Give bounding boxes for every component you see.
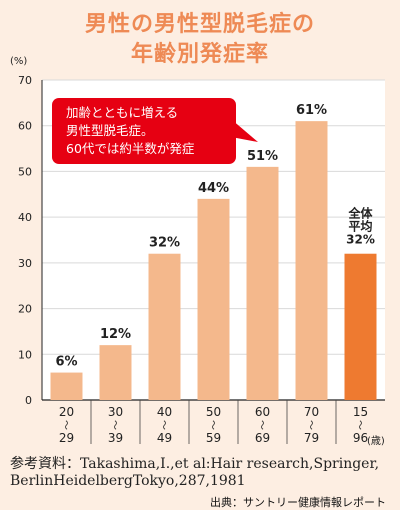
y-tick-label: 20	[18, 303, 32, 316]
callout-text: 60代では約半数が発症	[66, 141, 194, 156]
y-tick-label: 70	[18, 74, 32, 87]
y-tick-label: 60	[18, 120, 32, 133]
x-tick-label: 49	[157, 431, 172, 445]
x-tick-label: 60	[255, 405, 270, 419]
callout-text: 加齢とともに増える	[66, 105, 178, 120]
data-label: 44%	[198, 181, 229, 196]
x-tick-label: 〜	[158, 420, 169, 430]
y-tick-label: 50	[18, 165, 32, 178]
x-tick-label: 39	[108, 431, 123, 445]
source-credit: 出典：サントリー健康情報レポート	[210, 496, 386, 509]
data-label: 51%	[247, 149, 278, 164]
x-tick-label: 69	[255, 431, 270, 445]
reference-line1: 参考資料：Takashima,I.,et al:Hair research,Sp…	[10, 456, 380, 472]
x-tick-label: 〜	[207, 420, 218, 430]
x-tick-label: 70	[304, 405, 319, 419]
bar-chart: 010203040506070(%)6%20〜2912%30〜3932%40〜4…	[10, 56, 385, 447]
y-tick-label: 10	[18, 348, 32, 361]
x-axis-unit: (歳)	[367, 435, 385, 447]
x-tick-label: 40	[157, 405, 172, 419]
x-tick-label: 96	[353, 431, 368, 445]
x-tick-label: 50	[206, 405, 221, 419]
bar	[50, 372, 83, 400]
x-tick-label: 〜	[354, 420, 365, 430]
x-tick-label: 〜	[256, 420, 267, 430]
bar	[246, 166, 279, 400]
x-tick-label: 15	[353, 405, 368, 419]
data-label: 平均	[348, 219, 372, 234]
bar	[197, 198, 230, 400]
x-tick-label: 〜	[109, 420, 120, 430]
y-tick-label: 40	[18, 211, 32, 224]
chart-title-line2: 年齢別発症率	[130, 42, 269, 67]
data-label: 6%	[55, 355, 77, 370]
y-axis-unit: (%)	[10, 56, 27, 67]
bar	[99, 345, 132, 400]
x-tick-label: 59	[206, 431, 221, 445]
chart-title-line1: 男性の男性型脱毛症の	[84, 12, 315, 37]
bar	[295, 121, 328, 401]
reference-line2: BerlinHeidelbergTokyo,287,1981	[10, 473, 246, 489]
bar-overall	[344, 253, 377, 400]
data-label: 32%	[149, 236, 180, 251]
x-tick-label: 〜	[60, 420, 71, 430]
y-tick-label: 30	[18, 257, 32, 270]
data-label: 61%	[296, 103, 327, 118]
bar	[148, 253, 181, 400]
data-label: 12%	[100, 327, 131, 342]
callout-text: 男性型脱毛症。	[66, 123, 154, 138]
y-tick-label: 0	[25, 394, 32, 407]
x-tick-label: 30	[108, 405, 123, 419]
data-label: 32%	[346, 233, 375, 247]
callout-box	[52, 98, 236, 164]
x-tick-label: 29	[59, 431, 74, 445]
x-tick-label: 79	[304, 431, 319, 445]
x-tick-label: 〜	[305, 420, 316, 430]
callout-pointer	[218, 108, 258, 142]
x-tick-label: 20	[59, 405, 74, 419]
data-label: 全体	[347, 206, 373, 221]
